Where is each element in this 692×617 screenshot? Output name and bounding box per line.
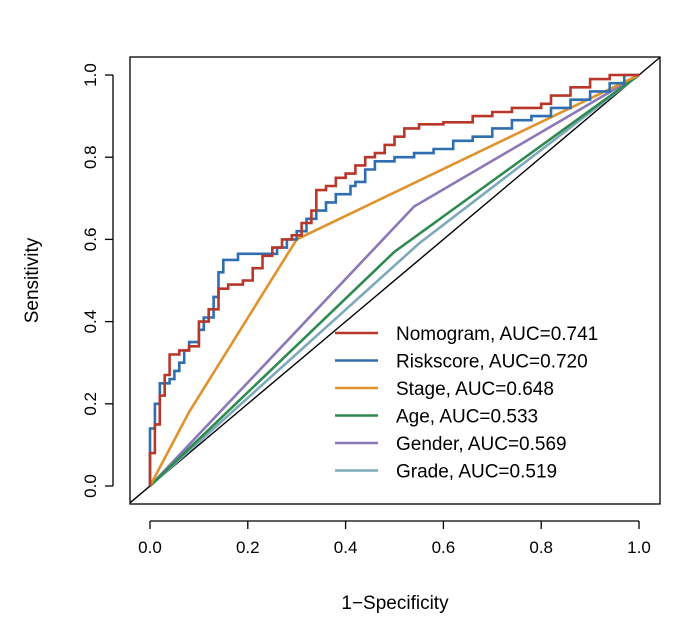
reference-diagonal [129, 56, 661, 504]
legend-label-6: Grade, AUC=0.519 [396, 462, 557, 483]
legend-label-2: Riskscore, AUC=0.720 [396, 352, 588, 373]
series-line-5 [149, 73, 640, 487]
series-line-3 [148, 73, 640, 487]
reference-layer [129, 56, 661, 504]
x-tick-label: 0.6 [432, 538, 456, 557]
plot-frame [129, 56, 661, 505]
y-tick-label: 1.0 [81, 63, 100, 87]
legend-label-5: Gender, AUC=0.569 [396, 434, 567, 455]
y-tick-label: 0.8 [81, 145, 100, 169]
x-tick-label: 0.8 [529, 538, 553, 557]
series-line-6 [149, 73, 640, 487]
series-line-4 [149, 73, 640, 487]
y-tick-label: 0.0 [81, 474, 100, 498]
x-tick-label: 0.0 [138, 538, 162, 557]
x-axis-title: 1−Specificity [341, 593, 449, 614]
y-tick-label: 0.6 [81, 228, 100, 252]
axes-layer: 0.0 0.2 0.4 0.6 0.8 1.0 0.0 0.2 0.4 0.6 0.8 1.0 [81, 63, 651, 557]
legend-label-4: Age, AUC=0.533 [396, 407, 538, 428]
legend-label-1: Nomogram, AUC=0.741 [396, 324, 598, 345]
series-line-1 [148, 73, 639, 486]
x-tick-label: 0.4 [334, 538, 358, 557]
y-axis-title: Sensitivity [22, 237, 43, 323]
x-tick-label: 1.0 [627, 538, 651, 557]
y-tick-label: 0.4 [81, 310, 100, 334]
legend: Nomogram, AUC=0.741 Riskscore, AUC=0.720 S… [335, 324, 598, 483]
x-tick-label: 0.2 [236, 538, 260, 557]
series-line-2 [148, 73, 639, 486]
y-tick-label: 0.2 [81, 392, 100, 416]
legend-label-3: Stage, AUC=0.648 [396, 379, 554, 400]
series-layer [148, 73, 640, 487]
